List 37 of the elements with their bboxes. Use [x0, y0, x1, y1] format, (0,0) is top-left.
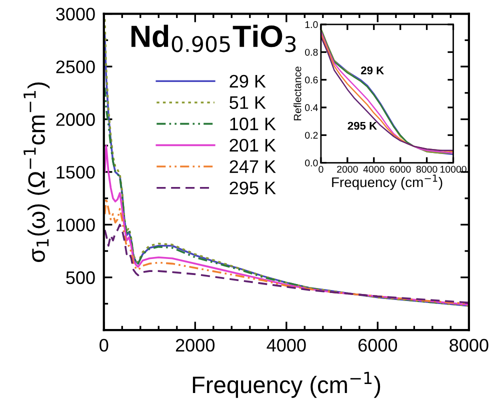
- y-axis-title: σ$_{1}$(ω) (Ω$^{−1}$cm$^{−1}$): [24, 82, 50, 262]
- x-tick-label: 10000: [440, 166, 466, 173]
- x-tick-label: 2000: [176, 338, 215, 352]
- y-tick-label: 0.0: [305, 160, 318, 166]
- y-tick-label: 3000: [56, 8, 95, 21]
- legend-label: 295 K: [230, 182, 276, 194]
- y-tick-label: 0.6: [305, 76, 318, 84]
- x-tick-label: 8000: [416, 166, 438, 173]
- y-tick-label: 2000: [56, 113, 95, 126]
- x-tick-label: 2000: [337, 166, 358, 173]
- y-axis-title: Reflectance: [294, 66, 302, 120]
- legend-label: 29 K: [230, 74, 266, 88]
- y-tick-label: 1000: [56, 218, 95, 232]
- legend-label: 201 K: [230, 138, 276, 152]
- chart-title: Nd$_{0.905}$TiO$_{3}$: [131, 24, 296, 52]
- x-tick-label: 4000: [266, 338, 306, 352]
- x-tick-label: 8000: [450, 338, 488, 352]
- x-axis-title: Frequency (cm$^{−1}$): [332, 174, 442, 190]
- x-tick-label: 4000: [363, 166, 384, 173]
- y-tick-label: 1.0: [305, 21, 318, 28]
- x-tick-label: 6000: [358, 338, 398, 352]
- legend-label: 247 K: [230, 160, 276, 173]
- y-tick-label: 1500: [56, 166, 95, 179]
- y-tick-label: 500: [66, 271, 95, 284]
- annotation: 295 K: [348, 122, 377, 130]
- x-tick-label: 6000: [390, 166, 411, 173]
- x-axis-title: Frequency (cm$^{−1}$): [192, 372, 380, 398]
- y-tick-label: 0.8: [305, 48, 318, 56]
- x-tick-label: 0: [318, 166, 324, 173]
- legend-label: 51 K: [230, 96, 266, 109]
- y-tick-label: 2500: [56, 60, 95, 74]
- x-tick-label: 0: [100, 338, 108, 352]
- y-tick-label: 0.2: [305, 132, 318, 139]
- line-series: [104, 224, 469, 304]
- y-tick-label: 0.4: [305, 104, 318, 112]
- legend-label: 101 K: [230, 118, 276, 130]
- annotation: 29 K: [361, 66, 384, 74]
